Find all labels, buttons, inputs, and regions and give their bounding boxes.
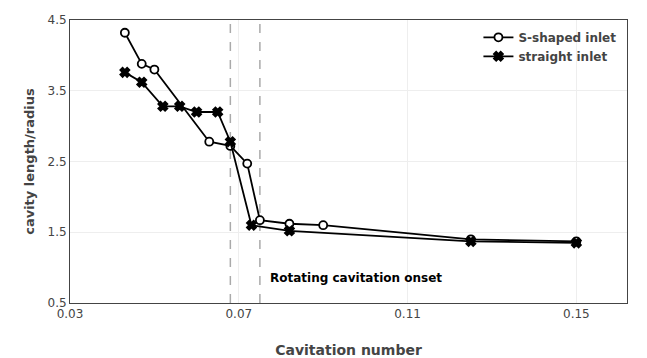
svg-text:0.07: 0.07 <box>225 307 252 321</box>
svg-text:4.5: 4.5 <box>48 13 67 27</box>
svg-text:cavity length/radius: cavity length/radius <box>22 88 37 235</box>
svg-text:2.5: 2.5 <box>48 155 67 169</box>
svg-text:0.15: 0.15 <box>563 307 590 321</box>
svg-text:Cavitation number: Cavitation number <box>275 342 422 358</box>
svg-text:S-shaped inlet: S-shaped inlet <box>518 31 616 45</box>
svg-text:straight inlet: straight inlet <box>518 50 607 64</box>
svg-text:1.5: 1.5 <box>48 225 67 239</box>
svg-text:Rotating cavitation onset: Rotating cavitation onset <box>270 271 442 285</box>
svg-text:3.5: 3.5 <box>48 84 67 98</box>
svg-text:0.03: 0.03 <box>57 307 84 321</box>
svg-text:0.5: 0.5 <box>48 296 67 310</box>
svg-text:0.11: 0.11 <box>394 307 421 321</box>
